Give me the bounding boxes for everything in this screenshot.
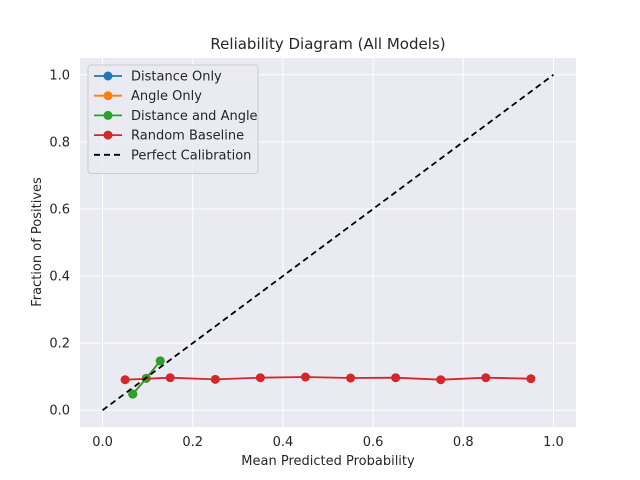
legend-entry: Distance Only (94, 70, 222, 85)
grid-lines (80, 58, 576, 427)
legend-box (87, 64, 259, 174)
series-perfect-calibration (102, 74, 554, 411)
legend-marker (103, 91, 113, 101)
legend-entry: Angle Only (94, 89, 202, 104)
data-point-distance-and-angle (155, 356, 165, 366)
y-tick-label: 0.2 (49, 337, 70, 352)
legend-entry: Distance and Angle (94, 109, 258, 124)
series-random-baseline (120, 372, 536, 385)
legend-label: Distance and Angle (131, 109, 258, 124)
legend-entry: Random Baseline (94, 129, 244, 144)
legend-marker (103, 130, 113, 140)
x-tick-label: 0.4 (273, 435, 294, 450)
legend-entry: Perfect Calibration (94, 148, 251, 163)
series-line-random-baseline (125, 376, 531, 381)
data-point-random-baseline (346, 373, 356, 383)
y-tick-label: 1.0 (49, 68, 70, 83)
x-tick-label: 0.2 (182, 435, 203, 450)
data-point-random-baseline (120, 375, 130, 385)
data-point-random-baseline (481, 373, 491, 383)
legend-label: Random Baseline (131, 129, 244, 144)
x-tick-label: 1.0 (543, 435, 564, 450)
legend-marker (103, 110, 113, 120)
y-tick-label: 0.8 (49, 135, 70, 150)
x-tick-label: 0.8 (453, 435, 474, 450)
legend-marker (103, 71, 113, 81)
data-point-random-baseline (255, 373, 265, 383)
data-point-random-baseline (436, 375, 446, 385)
data-point-random-baseline (210, 374, 220, 384)
legend-label: Angle Only (131, 89, 202, 104)
y-tick-label: 0.4 (49, 270, 70, 285)
data-point-random-baseline (391, 373, 401, 383)
legend-label: Distance Only (131, 70, 222, 85)
x-tick-label: 0.0 (92, 435, 113, 450)
x-axis-label: Mean Predicted Probability (241, 454, 415, 469)
legend: Distance Only Angle Only Distance and Angl… (87, 64, 259, 174)
series-layer (102, 74, 554, 411)
y-tick-label: 0.6 (49, 202, 70, 217)
data-point-distance-and-angle (128, 389, 138, 399)
data-point-random-baseline (300, 372, 310, 382)
series-line-perfect-calibration (102, 74, 554, 411)
data-point-random-baseline (526, 374, 536, 384)
data-point-random-baseline (165, 373, 175, 383)
y-axis-label: Fraction of Positives (30, 177, 45, 307)
x-tick-label: 0.6 (363, 435, 384, 450)
y-tick-label: 0.0 (49, 404, 70, 419)
legend-label: Perfect Calibration (131, 148, 251, 163)
chart-title: Reliability Diagram (All Models) (210, 35, 445, 53)
tick-labels: 0.0 0.2 0.4 0.6 0.8 1.0 0.0 0.2 0.4 0.6 0.8 1.0 (49, 68, 563, 450)
